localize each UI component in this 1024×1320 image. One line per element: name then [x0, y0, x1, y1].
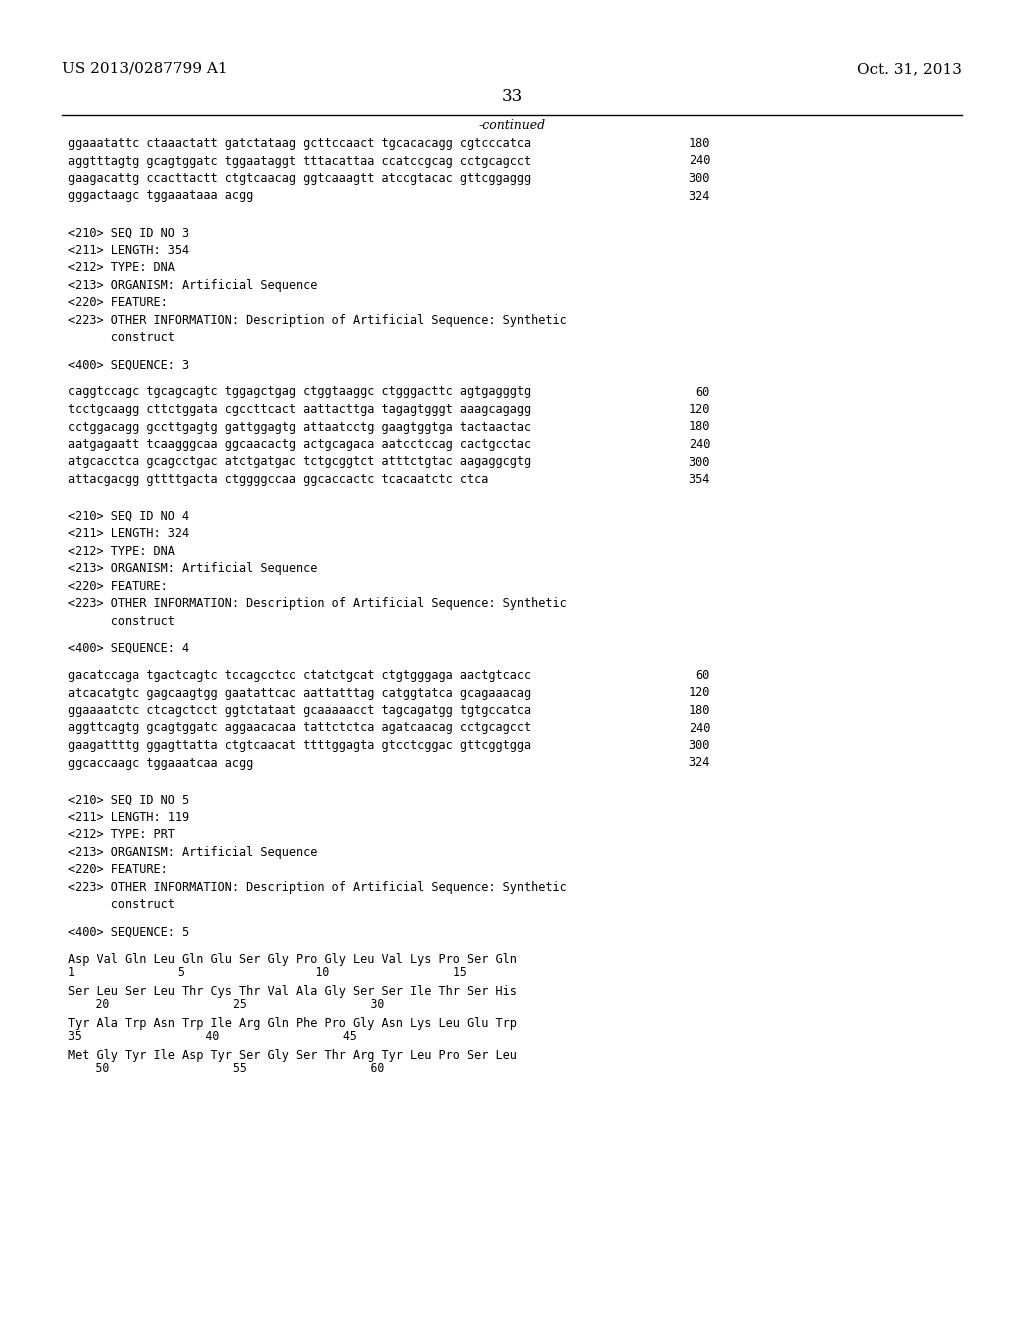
Text: <212> TYPE: PRT: <212> TYPE: PRT	[68, 828, 175, 841]
Text: aatgagaatt tcaagggcaa ggcaacactg actgcagaca aatcctccag cactgcctac: aatgagaatt tcaagggcaa ggcaacactg actgcag…	[68, 438, 531, 451]
Text: Oct. 31, 2013: Oct. 31, 2013	[857, 62, 962, 77]
Text: 300: 300	[688, 172, 710, 185]
Text: <400> SEQUENCE: 3: <400> SEQUENCE: 3	[68, 358, 189, 371]
Text: gacatccaga tgactcagtc tccagcctcc ctatctgcat ctgtgggaga aactgtcacc: gacatccaga tgactcagtc tccagcctcc ctatctg…	[68, 669, 531, 682]
Text: attacgacgg gttttgacta ctggggccaa ggcaccactc tcacaatctc ctca: attacgacgg gttttgacta ctggggccaa ggcacca…	[68, 473, 488, 486]
Text: US 2013/0287799 A1: US 2013/0287799 A1	[62, 62, 227, 77]
Text: 324: 324	[688, 190, 710, 202]
Text: 240: 240	[688, 438, 710, 451]
Text: 60: 60	[695, 669, 710, 682]
Text: ggcaccaagc tggaaatcaa acgg: ggcaccaagc tggaaatcaa acgg	[68, 756, 253, 770]
Text: 120: 120	[688, 686, 710, 700]
Text: 180: 180	[688, 421, 710, 433]
Text: 180: 180	[688, 137, 710, 150]
Text: <220> FEATURE:: <220> FEATURE:	[68, 296, 168, 309]
Text: <210> SEQ ID NO 4: <210> SEQ ID NO 4	[68, 510, 189, 523]
Text: ggaaatattc ctaaactatt gatctataag gcttccaact tgcacacagg cgtcccatca: ggaaatattc ctaaactatt gatctataag gcttcca…	[68, 137, 531, 150]
Text: <210> SEQ ID NO 5: <210> SEQ ID NO 5	[68, 793, 189, 807]
Text: gggactaagc tggaaataaa acgg: gggactaagc tggaaataaa acgg	[68, 190, 253, 202]
Text: construct: construct	[68, 331, 175, 345]
Text: <211> LENGTH: 354: <211> LENGTH: 354	[68, 244, 189, 257]
Text: 60: 60	[695, 385, 710, 399]
Text: <210> SEQ ID NO 3: <210> SEQ ID NO 3	[68, 226, 189, 239]
Text: <213> ORGANISM: Artificial Sequence: <213> ORGANISM: Artificial Sequence	[68, 846, 317, 859]
Text: 35                  40                  45: 35 40 45	[68, 1030, 356, 1043]
Text: aggtttagtg gcagtggatc tggaataggt tttacattaa ccatccgcag cctgcagcct: aggtttagtg gcagtggatc tggaataggt tttacat…	[68, 154, 531, 168]
Text: cctggacagg gccttgagtg gattggagtg attaatcctg gaagtggtga tactaactac: cctggacagg gccttgagtg gattggagtg attaatc…	[68, 421, 531, 433]
Text: caggtccagc tgcagcagtc tggagctgag ctggtaaggc ctgggacttc agtgagggtg: caggtccagc tgcagcagtc tggagctgag ctggtaa…	[68, 385, 531, 399]
Text: <220> FEATURE:: <220> FEATURE:	[68, 863, 168, 876]
Text: <223> OTHER INFORMATION: Description of Artificial Sequence: Synthetic: <223> OTHER INFORMATION: Description of …	[68, 314, 566, 327]
Text: tcctgcaagg cttctggata cgccttcact aattacttga tagagtgggt aaagcagagg: tcctgcaagg cttctggata cgccttcact aattact…	[68, 403, 531, 416]
Text: <400> SEQUENCE: 5: <400> SEQUENCE: 5	[68, 925, 189, 939]
Text: 50                  55                  60: 50 55 60	[68, 1063, 384, 1076]
Text: construct: construct	[68, 898, 175, 911]
Text: construct: construct	[68, 615, 175, 628]
Text: <400> SEQUENCE: 4: <400> SEQUENCE: 4	[68, 642, 189, 655]
Text: <223> OTHER INFORMATION: Description of Artificial Sequence: Synthetic: <223> OTHER INFORMATION: Description of …	[68, 880, 566, 894]
Text: 1               5                   10                  15: 1 5 10 15	[68, 966, 467, 979]
Text: atcacatgtc gagcaagtgg gaatattcac aattatttag catggtatca gcagaaacag: atcacatgtc gagcaagtgg gaatattcac aattatt…	[68, 686, 531, 700]
Text: <213> ORGANISM: Artificial Sequence: <213> ORGANISM: Artificial Sequence	[68, 562, 317, 576]
Text: 240: 240	[688, 154, 710, 168]
Text: 33: 33	[502, 88, 522, 106]
Text: 300: 300	[688, 455, 710, 469]
Text: atgcacctca gcagcctgac atctgatgac tctgcggtct atttctgtac aagaggcgtg: atgcacctca gcagcctgac atctgatgac tctgcgg…	[68, 455, 531, 469]
Text: <220> FEATURE:: <220> FEATURE:	[68, 579, 168, 593]
Text: <213> ORGANISM: Artificial Sequence: <213> ORGANISM: Artificial Sequence	[68, 279, 317, 292]
Text: 354: 354	[688, 473, 710, 486]
Text: gaagacattg ccacttactt ctgtcaacag ggtcaaagtt atccgtacac gttcggaggg: gaagacattg ccacttactt ctgtcaacag ggtcaaa…	[68, 172, 531, 185]
Text: -continued: -continued	[478, 119, 546, 132]
Text: aggttcagtg gcagtggatc aggaacacaa tattctctca agatcaacag cctgcagcct: aggttcagtg gcagtggatc aggaacacaa tattctc…	[68, 722, 531, 734]
Text: <211> LENGTH: 324: <211> LENGTH: 324	[68, 527, 189, 540]
Text: <212> TYPE: DNA: <212> TYPE: DNA	[68, 261, 175, 275]
Text: Met Gly Tyr Ile Asp Tyr Ser Gly Ser Thr Arg Tyr Leu Pro Ser Leu: Met Gly Tyr Ile Asp Tyr Ser Gly Ser Thr …	[68, 1048, 517, 1061]
Text: Tyr Ala Trp Asn Trp Ile Arg Gln Phe Pro Gly Asn Lys Leu Glu Trp: Tyr Ala Trp Asn Trp Ile Arg Gln Phe Pro …	[68, 1016, 517, 1030]
Text: 120: 120	[688, 403, 710, 416]
Text: 324: 324	[688, 756, 710, 770]
Text: Asp Val Gln Leu Gln Glu Ser Gly Pro Gly Leu Val Lys Pro Ser Gln: Asp Val Gln Leu Gln Glu Ser Gly Pro Gly …	[68, 953, 517, 965]
Text: <212> TYPE: DNA: <212> TYPE: DNA	[68, 545, 175, 558]
Text: 180: 180	[688, 704, 710, 717]
Text: <211> LENGTH: 119: <211> LENGTH: 119	[68, 810, 189, 824]
Text: 240: 240	[688, 722, 710, 734]
Text: Ser Leu Ser Leu Thr Cys Thr Val Ala Gly Ser Ser Ile Thr Ser His: Ser Leu Ser Leu Thr Cys Thr Val Ala Gly …	[68, 985, 517, 998]
Text: <223> OTHER INFORMATION: Description of Artificial Sequence: Synthetic: <223> OTHER INFORMATION: Description of …	[68, 597, 566, 610]
Text: 300: 300	[688, 739, 710, 752]
Text: 20                  25                  30: 20 25 30	[68, 998, 384, 1011]
Text: ggaaaatctc ctcagctcct ggtctataat gcaaaaacct tagcagatgg tgtgccatca: ggaaaatctc ctcagctcct ggtctataat gcaaaaa…	[68, 704, 531, 717]
Text: gaagattttg ggagttatta ctgtcaacat ttttggagta gtcctcggac gttcggtgga: gaagattttg ggagttatta ctgtcaacat ttttgga…	[68, 739, 531, 752]
